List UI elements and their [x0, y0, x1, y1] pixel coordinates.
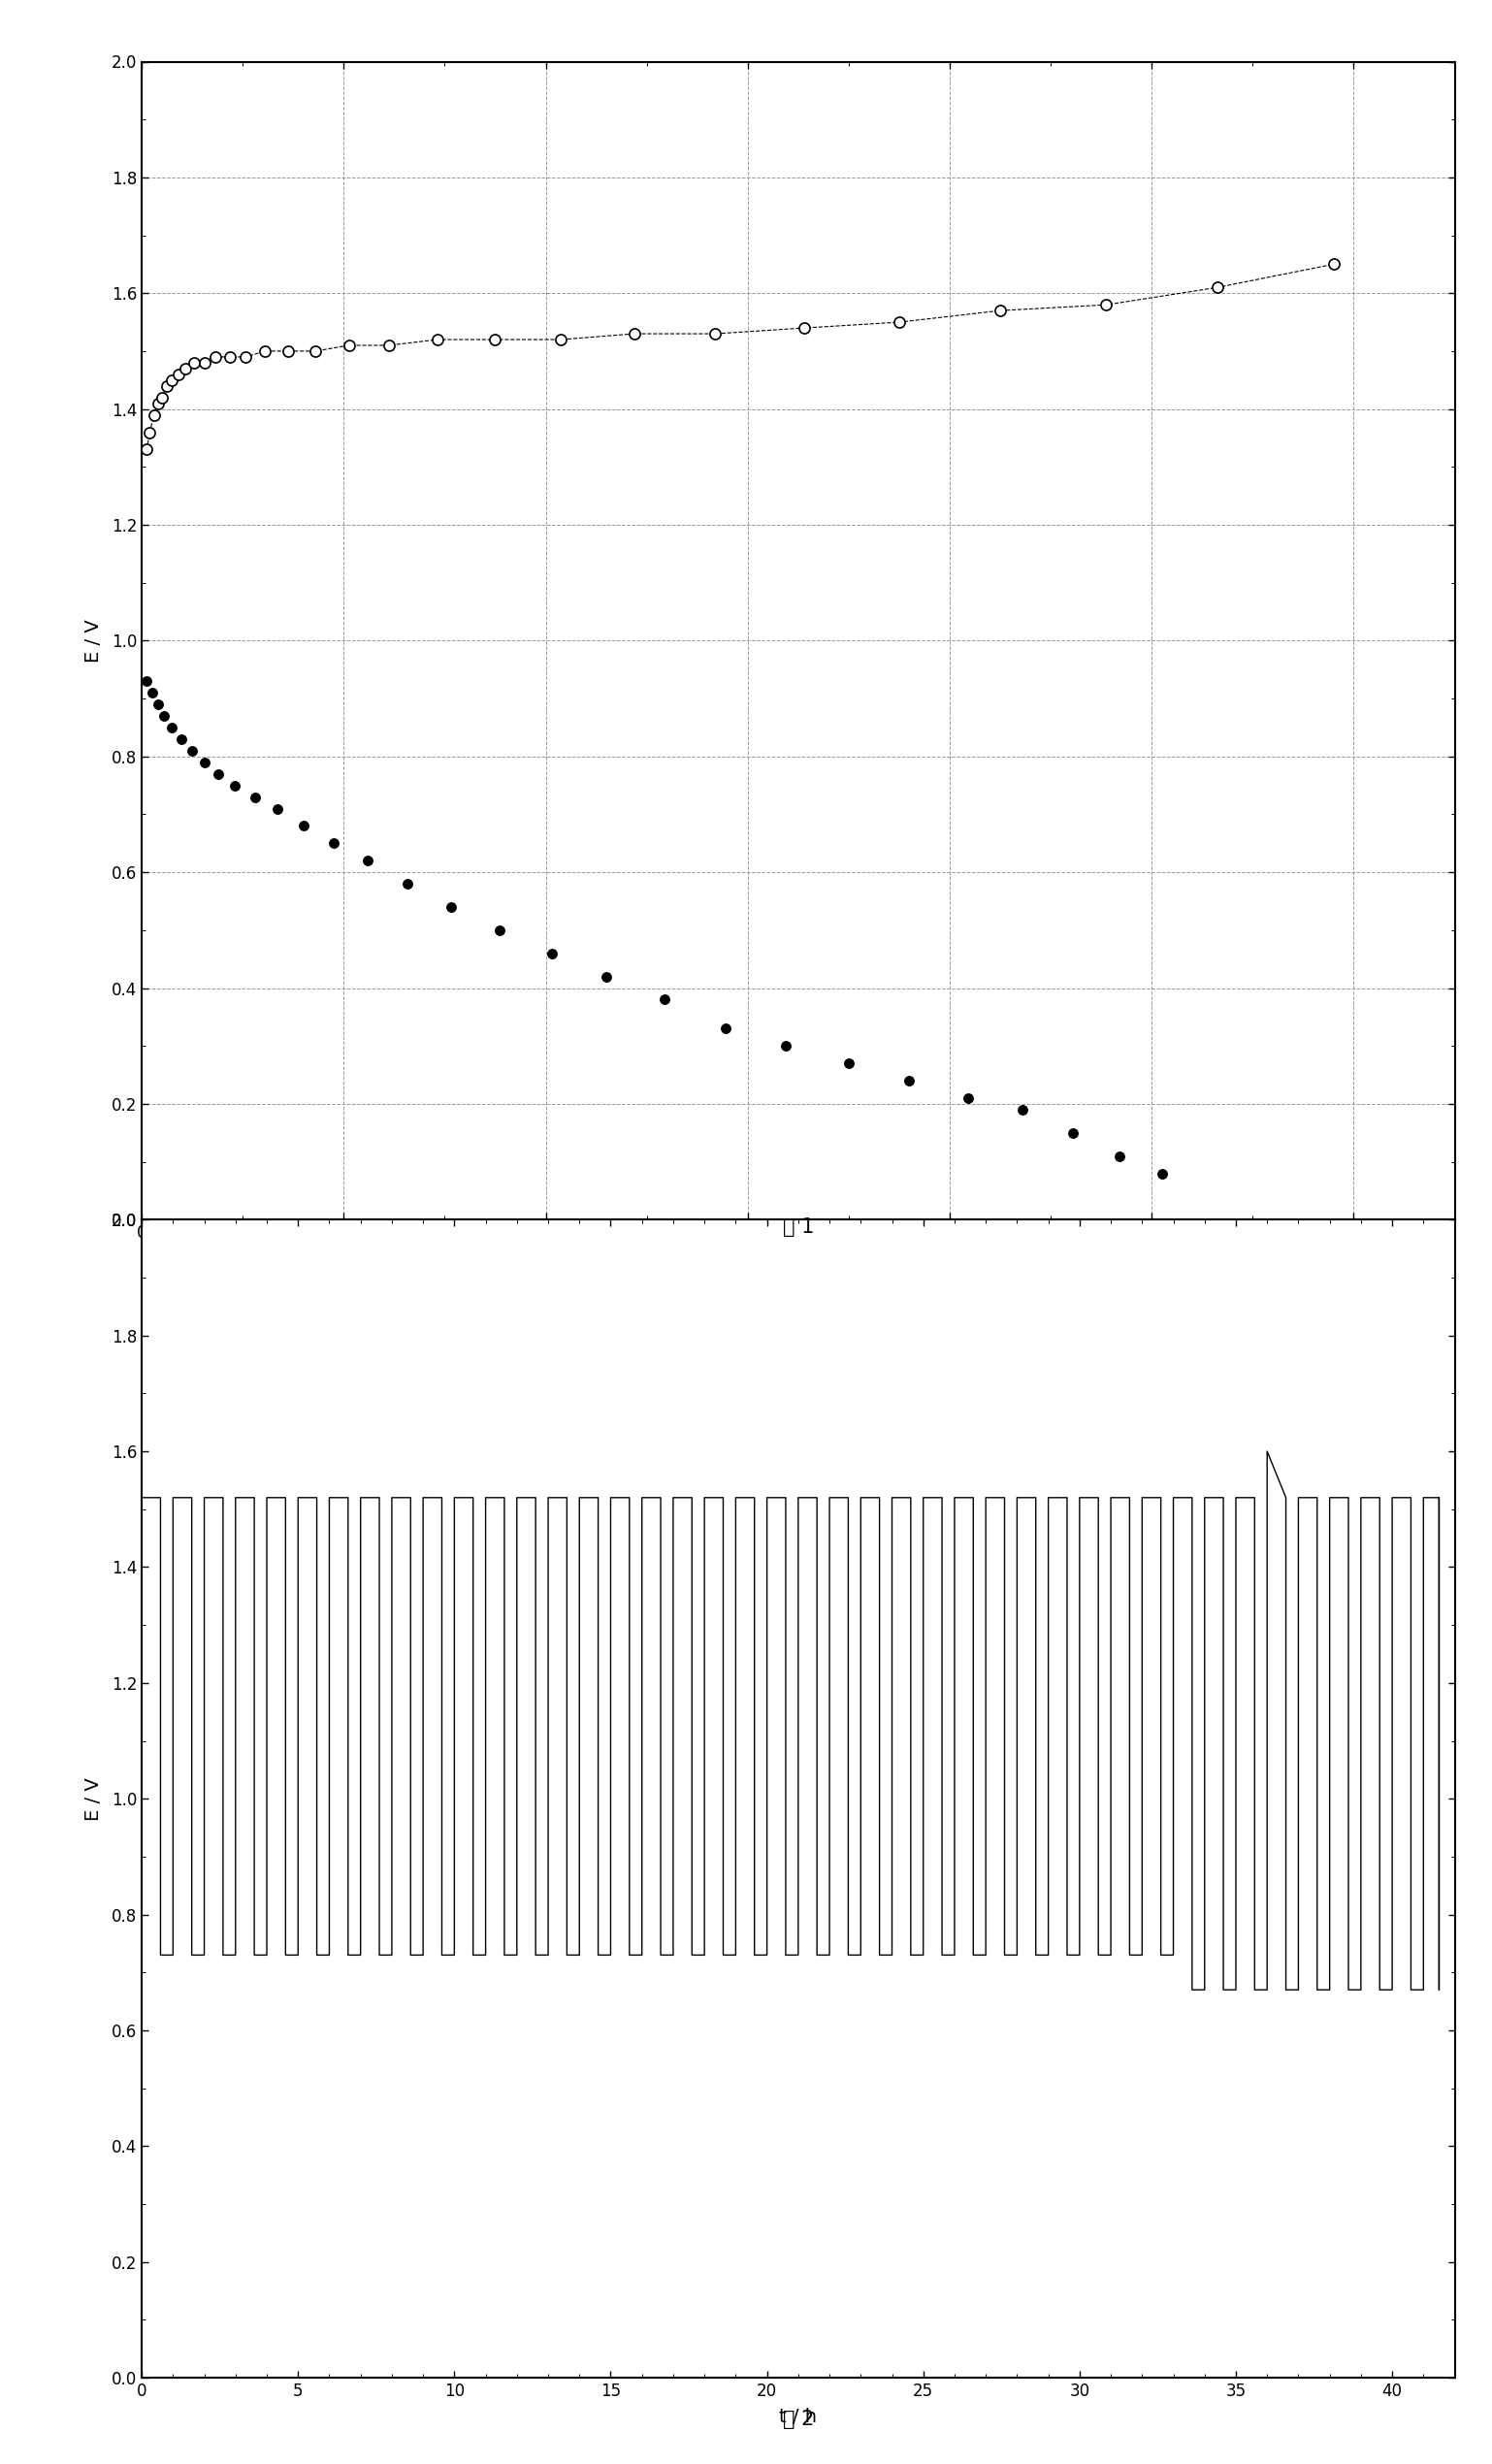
X-axis label: t / h: t / h — [779, 2407, 818, 2427]
Y-axis label: E / V: E / V — [85, 1777, 103, 1821]
X-axis label: i / mA·cm⁻²: i / mA·cm⁻² — [745, 1249, 852, 1269]
Y-axis label: E / V: E / V — [85, 618, 103, 663]
Text: 图 2: 图 2 — [782, 2410, 815, 2430]
Text: 图 1: 图 1 — [782, 1217, 815, 1237]
